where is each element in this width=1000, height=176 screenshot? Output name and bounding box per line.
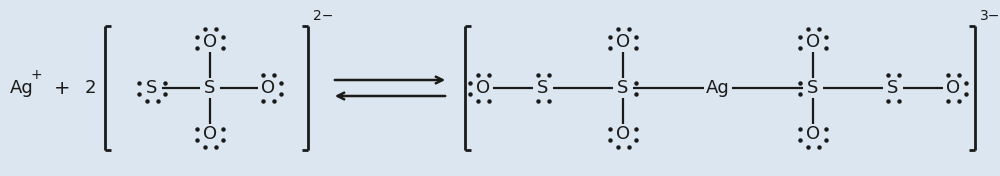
Text: Ag: Ag	[706, 79, 730, 97]
Text: 2−: 2−	[313, 9, 333, 23]
Text: 3−: 3−	[980, 9, 1000, 23]
Text: 2: 2	[84, 79, 96, 97]
Text: +: +	[54, 78, 70, 98]
Text: O: O	[806, 125, 820, 143]
Text: S: S	[807, 79, 819, 97]
Text: O: O	[203, 125, 217, 143]
Text: O: O	[476, 79, 490, 97]
Text: O: O	[203, 33, 217, 51]
Text: S: S	[204, 79, 216, 97]
Text: S: S	[146, 79, 158, 97]
Text: Ag: Ag	[10, 79, 34, 97]
Text: +: +	[30, 68, 42, 82]
Text: S: S	[537, 79, 549, 97]
Text: O: O	[616, 33, 630, 51]
Text: S: S	[887, 79, 899, 97]
Text: O: O	[946, 79, 960, 97]
Text: O: O	[616, 125, 630, 143]
Text: O: O	[806, 33, 820, 51]
Text: S: S	[617, 79, 629, 97]
Text: O: O	[261, 79, 275, 97]
